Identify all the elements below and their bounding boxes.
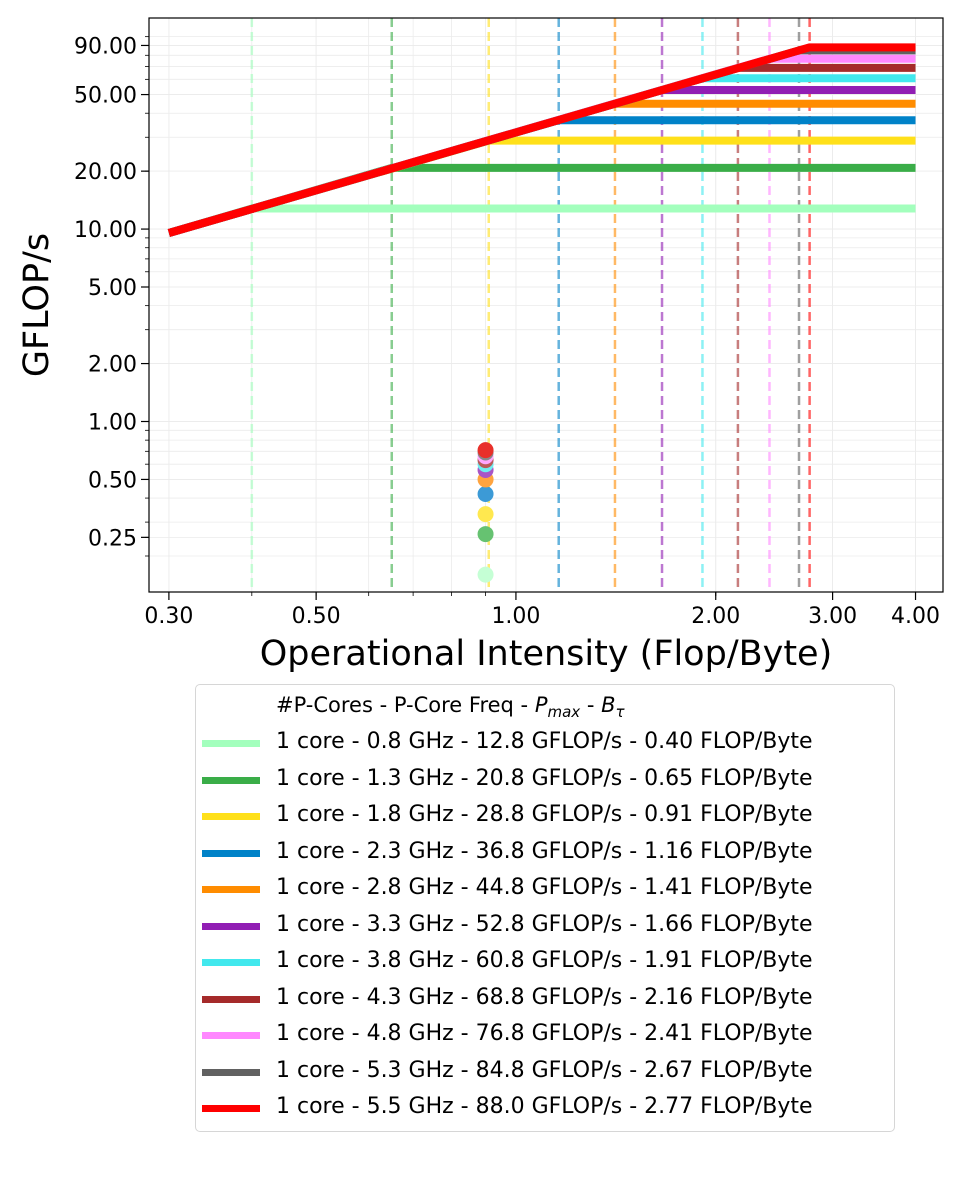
y-tick-label: 0.50 xyxy=(88,468,137,493)
legend-label: 1 core - 2.8 GHz - 44.8 GFLOP/s - 1.41 F… xyxy=(276,875,813,900)
legend-swatch xyxy=(202,813,260,820)
legend-header: #P-Cores - P-Core Freq - Pmax - Bτ xyxy=(276,693,625,722)
legend-label: 1 core - 2.3 GHz - 36.8 GFLOP/s - 1.16 F… xyxy=(276,838,813,864)
legend: #P-Cores - P-Core Freq - Pmax - Bτ 1 cor… xyxy=(195,684,895,1132)
measured-point xyxy=(477,442,494,459)
legend-item: 1 core - 1.3 GHz - 20.8 GFLOP/s - 0.65 F… xyxy=(196,764,896,794)
legend-item: 1 core - 3.8 GHz - 60.8 GFLOP/s - 1.91 F… xyxy=(196,946,896,976)
legend-swatch xyxy=(202,776,260,784)
legend-item: 1 core - 5.5 GHz - 88.0 GFLOP/s - 2.77 F… xyxy=(196,1092,896,1122)
legend-item: 1 core - 0.8 GHz - 12.8 GFLOP/s - 0.40 F… xyxy=(196,727,896,757)
y-tick-label: 10.00 xyxy=(74,218,137,243)
legend-label: 1 core - 3.8 GHz - 60.8 GFLOP/s - 1.91 F… xyxy=(276,948,813,973)
measured-point xyxy=(477,526,494,543)
legend-label: 1 core - 1.3 GHz - 20.8 GFLOP/s - 0.65 F… xyxy=(276,765,813,791)
y-tick-label: 90.00 xyxy=(74,34,137,59)
roofline-series-2 xyxy=(167,136,916,237)
x-tick-label: 3.00 xyxy=(808,604,857,629)
legend-item: 1 core - 2.3 GHz - 36.8 GFLOP/s - 1.16 F… xyxy=(196,837,896,867)
legend-swatch xyxy=(202,922,260,930)
roofline-series-10 xyxy=(167,43,916,237)
legend-swatch xyxy=(202,886,260,893)
legend-label: 1 core - 0.8 GHz - 12.8 GFLOP/s - 0.40 F… xyxy=(276,729,813,754)
legend-item: 1 core - 4.3 GHz - 68.8 GFLOP/s - 2.16 F… xyxy=(196,983,896,1013)
x-tick-label: 0.50 xyxy=(292,604,341,629)
legend-item: 1 core - 1.8 GHz - 28.8 GFLOP/s - 0.91 F… xyxy=(196,800,896,830)
roof-lines xyxy=(167,43,916,237)
legend-label: 1 core - 1.8 GHz - 28.8 GFLOP/s - 0.91 F… xyxy=(276,802,813,827)
y-tick-label: 2.00 xyxy=(88,353,137,378)
legend-label: 1 core - 5.5 GHz - 88.0 GFLOP/s - 2.77 F… xyxy=(276,1094,813,1119)
axis-ticks: 0.30 0.50 1.00 2.00 3.00 4.00 0.25 0.50 1.00 2.00… xyxy=(74,34,940,629)
legend-swatch xyxy=(202,1105,260,1112)
legend-label: 1 core - 4.3 GHz - 68.8 GFLOP/s - 2.16 F… xyxy=(276,984,813,1010)
ridge-lines xyxy=(250,18,811,592)
y-axis-title: GFLOP/s xyxy=(17,233,57,377)
legend-swatch xyxy=(202,1032,260,1039)
legend-swatch xyxy=(202,1068,260,1076)
measured-point xyxy=(477,485,494,502)
legend-item: 1 core - 4.8 GHz - 76.8 GFLOP/s - 2.41 F… xyxy=(196,1019,896,1049)
roofline-chart: 0.30 0.50 1.00 2.00 3.00 4.00 0.25 0.50 1.00 2.00… xyxy=(17,17,944,674)
x-tick-label: 0.30 xyxy=(144,604,193,629)
y-tick-label: 50.00 xyxy=(74,84,137,109)
x-axis-title: Operational Intensity (Flop/Byte) xyxy=(260,634,833,674)
legend-item: 1 core - 2.8 GHz - 44.8 GFLOP/s - 1.41 F… xyxy=(196,873,896,903)
y-tick-label: 5.00 xyxy=(88,276,137,301)
legend-swatch xyxy=(202,959,260,966)
legend-label: 1 core - 4.8 GHz - 76.8 GFLOP/s - 2.41 F… xyxy=(276,1021,813,1046)
legend-item: 1 core - 5.3 GHz - 84.8 GFLOP/s - 2.67 F… xyxy=(196,1056,896,1086)
legend-swatch xyxy=(202,849,260,857)
plot-frame xyxy=(148,17,944,593)
x-tick-label: 2.00 xyxy=(691,604,740,629)
measured-point xyxy=(477,506,494,523)
measured-point xyxy=(477,566,494,583)
y-tick-label: 0.25 xyxy=(88,526,137,551)
x-tick-label: 1.00 xyxy=(491,604,540,629)
legend-label: 1 core - 3.3 GHz - 52.8 GFLOP/s - 1.66 F… xyxy=(276,911,813,937)
legend-item: 1 core - 3.3 GHz - 52.8 GFLOP/s - 1.66 F… xyxy=(196,910,896,940)
legend-label: 1 core - 5.3 GHz - 84.8 GFLOP/s - 2.67 F… xyxy=(276,1057,813,1083)
legend-swatch xyxy=(202,740,260,747)
legend-swatch xyxy=(202,995,260,1003)
x-tick-label: 4.00 xyxy=(891,604,940,629)
y-tick-label: 1.00 xyxy=(88,410,137,435)
y-tick-label: 20.00 xyxy=(74,160,137,185)
measured-points xyxy=(477,442,494,583)
